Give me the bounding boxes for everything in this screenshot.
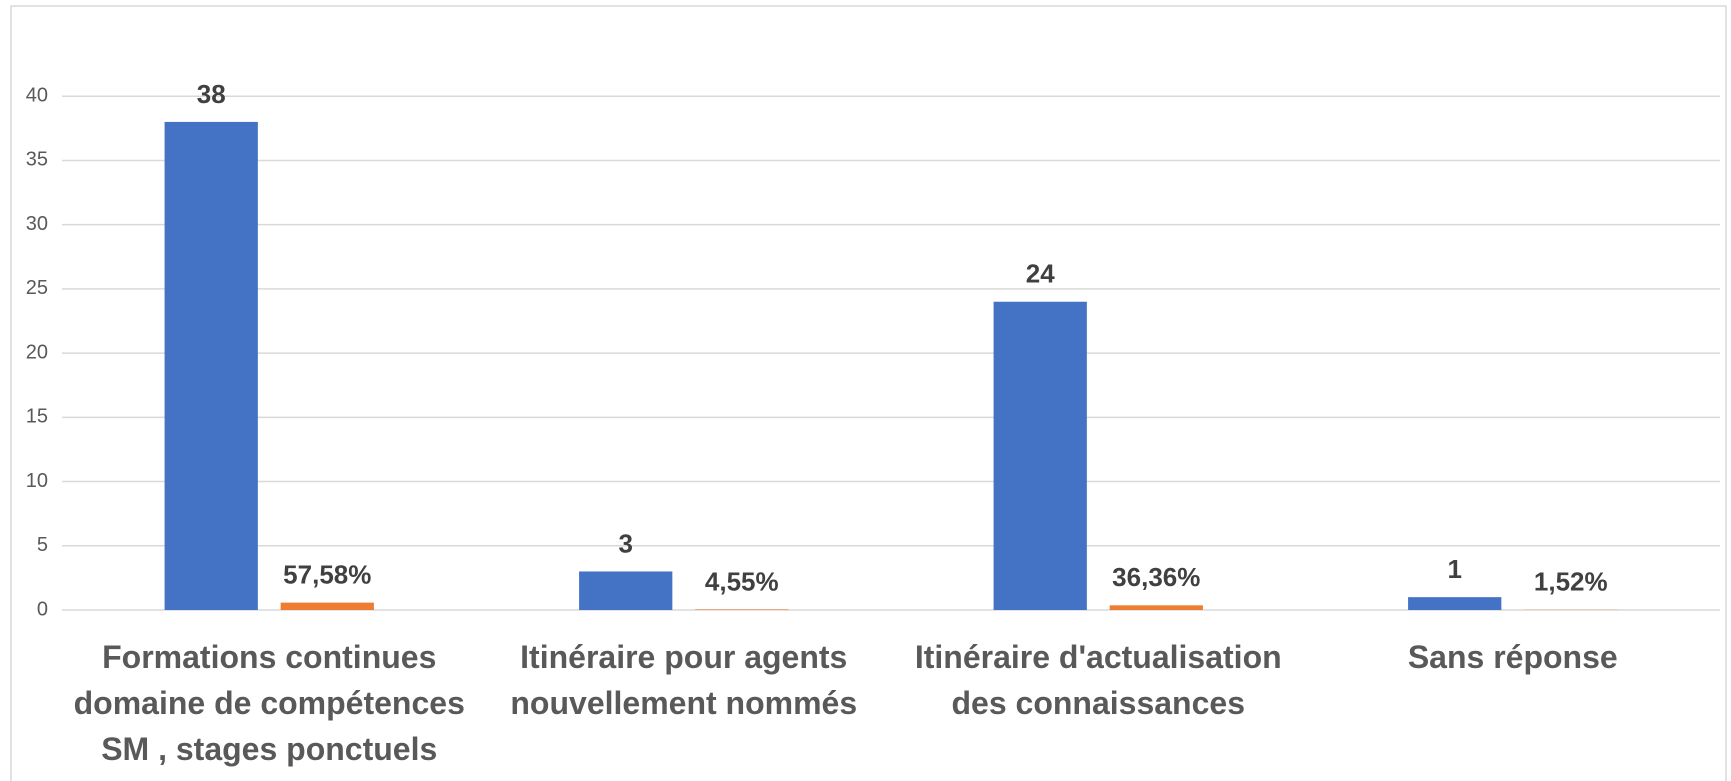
x-tick-label: Itinéraire d'actualisation des connaissa… [914,639,1282,721]
bar [695,609,789,610]
y-tick-label: 40 [26,85,48,107]
data-label: 1 [1447,554,1461,584]
data-label: 57,58% [283,559,371,589]
y-tick-label: 10 [26,470,48,492]
data-label: 36,36% [1112,562,1200,592]
bar [164,121,258,611]
x-tick-label: Itinéraire pour agents nouvellement nomm… [510,639,858,721]
y-tick-label: 25 [26,277,48,299]
data-label: 4,55% [705,566,779,596]
y-tick-label: 5 [37,534,48,556]
bar [1408,597,1502,610]
bar [993,301,1087,610]
data-label: 38 [197,79,226,109]
bar [579,571,673,610]
y-tick-label: 30 [26,213,48,235]
data-label: 24 [1026,259,1055,289]
data-label: 1,52% [1534,567,1608,597]
x-tick-label: Sans réponse [1407,639,1618,675]
y-tick-label: 20 [26,341,48,363]
frame [10,5,1727,781]
data-label: 3 [618,528,632,558]
y-tick-label: 15 [26,406,48,428]
y-tick-label: 0 [37,598,48,620]
x-tick-label: Formations continues domaine de compéten… [73,639,465,767]
bar [280,602,374,610]
y-tick-label: 35 [26,149,48,171]
bar [1109,605,1203,610]
